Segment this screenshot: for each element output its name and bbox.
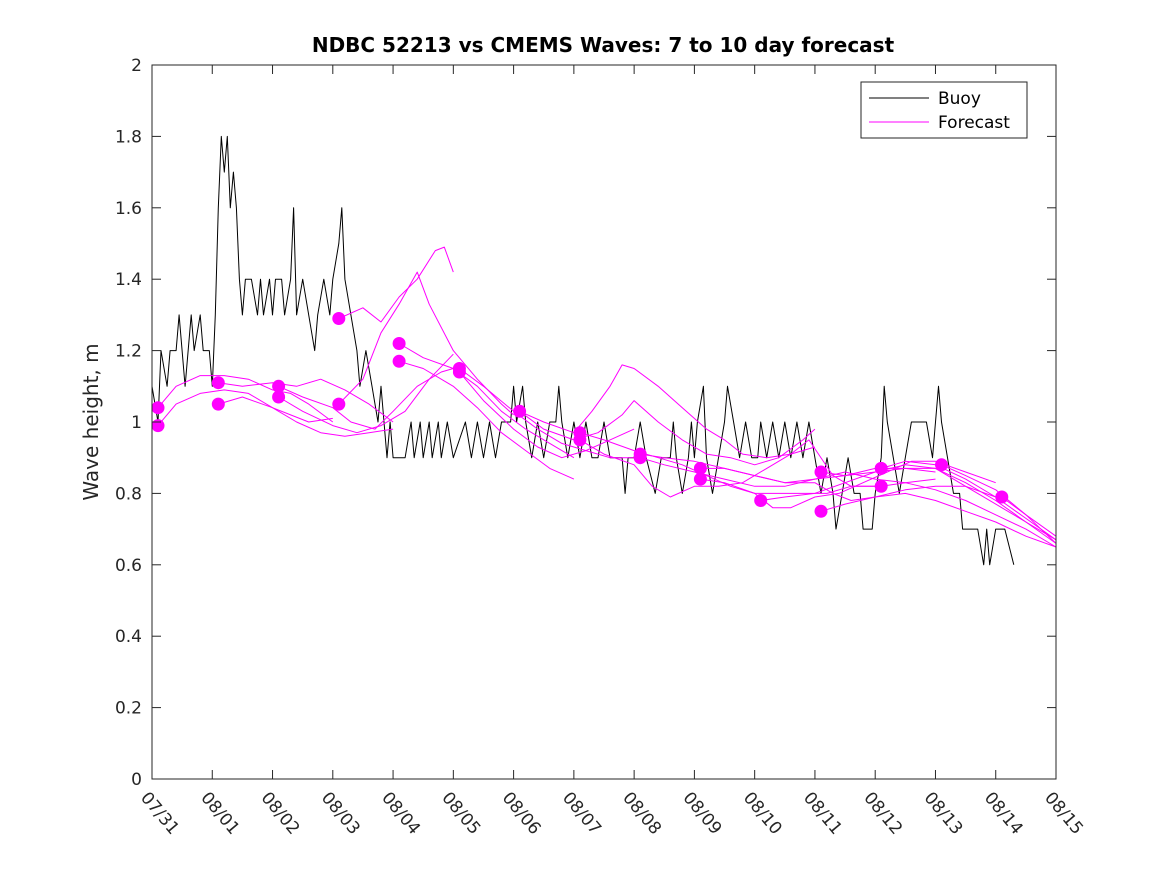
forecast-start-marker (332, 312, 346, 325)
forecast-start-marker (874, 461, 888, 475)
legend-box (860, 81, 1028, 139)
forecast-start-marker (814, 465, 828, 479)
forecast-start-marker (272, 379, 286, 393)
legend-forecast-label: Forecast (938, 113, 1010, 133)
forecast-start-marker (995, 490, 1009, 504)
forecast-start-marker (935, 458, 948, 472)
forecast-start-marker (452, 365, 466, 379)
forecast-start-marker (211, 397, 225, 411)
marker-layer (151, 312, 1009, 518)
forecast-series-line-25 (881, 482, 1057, 548)
forecast-start-marker (151, 419, 165, 433)
forecast-start-marker (693, 472, 707, 486)
forecast-start-marker (513, 404, 527, 418)
forecast-start-marker (392, 354, 406, 368)
forecast-series-line-4 (218, 396, 394, 437)
y-tick-label: 2 (131, 56, 142, 76)
forecast-series-line-26 (941, 464, 1057, 537)
forecast-start-marker (874, 479, 888, 493)
y-tick-label: 0 (131, 770, 142, 790)
forecast-start-marker (332, 397, 346, 411)
plot-area (151, 64, 1057, 780)
y-tick-label: 1.6 (115, 199, 142, 219)
forecast-series-line-27 (1001, 496, 1057, 544)
forecast-series-line-23 (820, 492, 1057, 548)
legend-buoy-label: Buoy (938, 89, 981, 109)
y-tick-label: 0.2 (115, 699, 142, 719)
y-axis-label: Wave height, m (79, 343, 103, 500)
forecast-start-marker (151, 401, 165, 415)
forecast-series-line-22 (820, 464, 1057, 544)
series-layer (151, 135, 1057, 566)
forecast-series-line-3 (218, 378, 394, 423)
y-tick-label: 0.6 (115, 556, 142, 576)
forecast-series-line-15 (579, 432, 876, 494)
y-tick-label: 1.8 (115, 127, 142, 147)
forecast-start-marker (814, 504, 828, 518)
buoy-series-line (151, 135, 1015, 566)
forecast-series-line-21 (760, 467, 1057, 541)
forecast-series-line-20 (700, 460, 996, 509)
forecast-start-marker (392, 337, 406, 350)
forecast-series-line-1 (157, 375, 334, 423)
forecast-start-marker (272, 390, 286, 404)
y-tick-label: 1.2 (115, 342, 142, 362)
forecast-start-marker (693, 461, 707, 475)
forecast-series-line-24 (881, 460, 1057, 541)
y-tick-label: 1 (131, 413, 142, 433)
y-tick-label: 0.4 (115, 627, 142, 647)
forecast-start-marker (211, 376, 225, 390)
forecast-start-marker (633, 451, 647, 465)
forecast-series-line-12 (459, 371, 635, 459)
y-axis: 0 0.2 0.4 0.6 0.8 1 1.2 1.4 1.6 1.8 2 (115, 56, 1056, 790)
forecast-series-line-11 (459, 368, 635, 459)
forecast-series-line-2 (157, 389, 333, 426)
forecast-series-line-13 (519, 364, 816, 459)
forecast-series-line-10 (398, 360, 575, 480)
forecast-series-line-6 (278, 353, 454, 434)
forecast-series-line-9 (398, 343, 575, 459)
chart-title: NDBC 52213 vs CMEMS Waves: 7 to 10 day f… (312, 33, 895, 57)
y-tick-label: 1.4 (115, 270, 142, 290)
forecast-series-line-18 (640, 457, 936, 487)
legend: Buoy Forecast (860, 81, 1028, 139)
forecast-series-line-5 (278, 368, 454, 430)
forecast-start-marker (754, 494, 768, 507)
y-tick-label: 0.8 (115, 484, 142, 504)
forecast-series-line-19 (700, 467, 996, 501)
forecast-start-marker (573, 433, 587, 447)
